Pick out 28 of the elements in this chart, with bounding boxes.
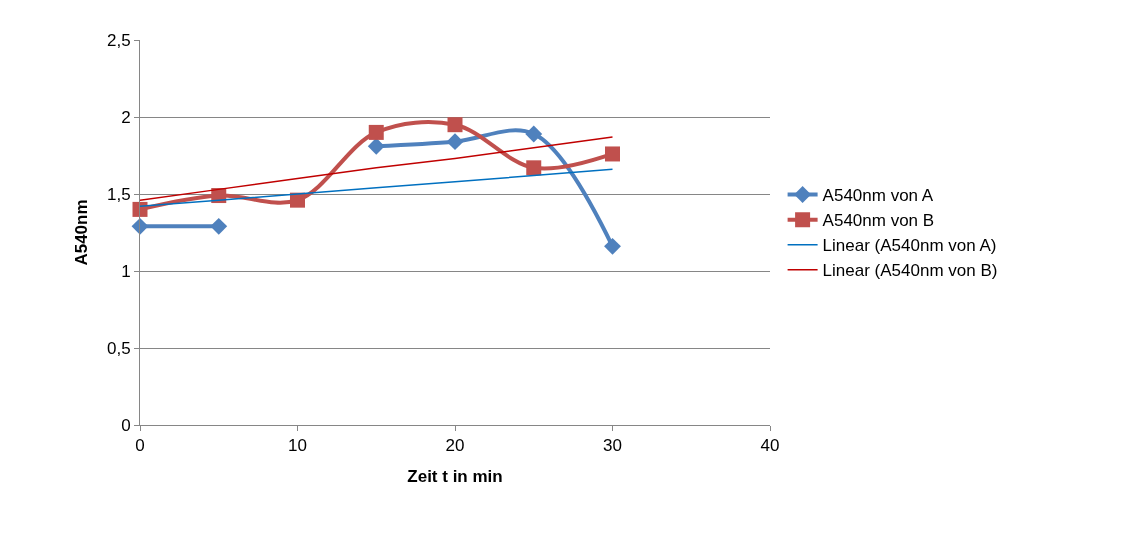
point: [605, 146, 620, 162]
x-tick-label: 20: [445, 436, 465, 456]
point: [368, 124, 384, 140]
point: [290, 192, 305, 208]
point: [210, 217, 228, 235]
y-tick-label: 0,5: [106, 338, 131, 358]
point: [446, 133, 464, 151]
y-tick-label: 1: [121, 261, 131, 281]
point: [367, 137, 385, 155]
y-tick-label: 2: [121, 107, 131, 127]
y-tick-label: 1,5: [106, 184, 131, 204]
legend-label: Linear (A540nm von B): [822, 261, 998, 281]
y-tick-label: 0: [121, 415, 131, 435]
point: [604, 237, 621, 255]
point: [526, 160, 542, 176]
y-tick-label: 2,5: [106, 30, 131, 50]
y-axis-title: A540nm: [71, 199, 91, 266]
x-tick-label: 10: [288, 436, 307, 456]
point: [525, 125, 543, 143]
legend-label: A540nm von A: [822, 186, 934, 206]
point: [131, 217, 149, 235]
x-tick-label: 0: [135, 436, 145, 456]
x-axis-title: Zeit t in min: [407, 466, 503, 486]
point: [447, 117, 463, 133]
legend-label: Linear (A540nm von A): [822, 236, 997, 256]
x-tick-label: 30: [603, 436, 622, 456]
x-tick-label: 40: [760, 436, 780, 456]
legend-label: A540nm von B: [822, 211, 935, 231]
